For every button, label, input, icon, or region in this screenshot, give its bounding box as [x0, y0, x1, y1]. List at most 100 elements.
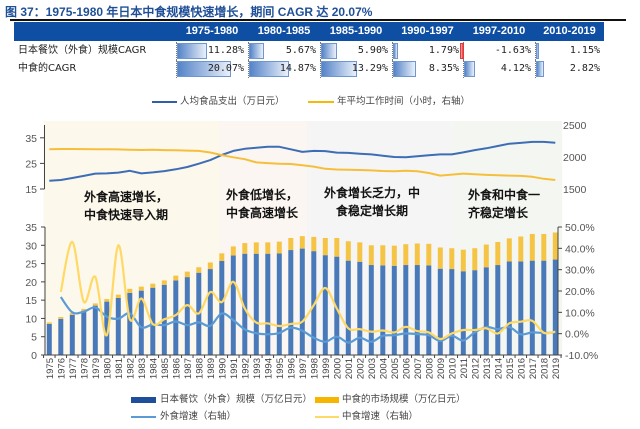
top-left-tick-label: 15: [25, 184, 37, 196]
legend-label-nakashoku-size: 中食的市场规模（万亿日元）: [342, 394, 466, 405]
x-tick-label: 1994: [263, 358, 274, 379]
table-cell: 5.67%: [248, 42, 320, 60]
bar-nakashoku-size-1980: [104, 299, 110, 302]
bar-nakashoku-size-2002: [357, 242, 363, 262]
phase-annotation-1: 外食高速增长， 中食快速导入期: [84, 188, 168, 224]
row-label: 日本餐饮（外食）规模CAGR: [18, 45, 147, 56]
x-tick-label: 1989: [206, 358, 217, 379]
bar-outside-food-size-2000: [334, 256, 340, 355]
bar-nakashoku-size-2013: [483, 244, 489, 268]
data-bar: [177, 43, 208, 59]
bar-outside-food-size-1979: [92, 305, 98, 355]
phase-annotation-2: 外食低增长， 中食高速增长: [226, 186, 298, 222]
bar-outside-food-size-2017: [529, 260, 535, 355]
bar-nakashoku-size-2000: [334, 237, 340, 257]
bar-outside-food-size-1984: [150, 287, 156, 355]
x-tick-label: 1975: [45, 358, 56, 379]
column-header: 2010-2019: [543, 25, 596, 37]
bar-outside-food-size-2012: [472, 270, 478, 355]
bar-outside-food-size-2018: [541, 260, 547, 355]
x-tick-label: 2008: [424, 358, 435, 379]
top-right-tick-label: 1500: [563, 184, 587, 196]
x-tick-label: 2002: [355, 358, 366, 379]
data-bar: [464, 61, 476, 77]
bar-nakashoku-size-1981: [115, 294, 121, 298]
table-cell: 13.29%: [320, 60, 392, 78]
bar-outside-food-size-2005: [391, 265, 397, 355]
bottom-right-tick-label: -10.0%: [565, 350, 598, 362]
bar-nakashoku-size-1995: [276, 241, 282, 254]
bar-outside-food-size-1981: [115, 297, 121, 355]
bar-outside-food-size-2015: [506, 261, 512, 355]
bar-outside-food-size-1992: [242, 253, 248, 355]
bar-outside-food-size-1986: [173, 280, 179, 355]
phase-annotation-line: 齐稳定增长: [468, 206, 529, 220]
legend-swatch-food-expenditure: [152, 101, 177, 103]
phase-annotation-4: 外食和中食一 齐稳定增长: [468, 186, 540, 222]
bar-nakashoku-size-2005: [391, 245, 397, 266]
phase-annotation-line: 外食低增长，: [226, 188, 299, 202]
x-tick-label: 1985: [160, 358, 171, 379]
x-tick-label: 1988: [194, 358, 205, 379]
x-tick-label: 1982: [125, 358, 136, 379]
x-tick-label: 1991: [229, 358, 240, 379]
food-expenditure-line: [49, 140, 556, 182]
bar-outside-food-size-1999: [322, 255, 328, 355]
legend-swatch-nakashoku-size: [315, 397, 339, 403]
bottom-right-tick-label: 30.0%: [565, 265, 595, 277]
table-cell: 2.82%: [535, 60, 604, 78]
column-header: 1975-1980: [185, 25, 239, 37]
phase-annotation-line: 外食和中食一: [468, 188, 541, 202]
bottom-left-tick-label: 30: [25, 240, 37, 252]
table-cell: 4.12%: [463, 60, 535, 78]
data-bar: [536, 61, 544, 77]
bottom-left-tick-label: 5: [31, 332, 37, 344]
bar-nakashoku-size-2009: [437, 247, 443, 269]
phase-annotation-line: 外食增长乏力，中: [323, 186, 420, 200]
table-cell: 11.28%: [176, 42, 248, 60]
bar-outside-food-size-2004: [380, 265, 386, 355]
negative-data-bar: [459, 43, 464, 59]
x-tick-label: 1978: [79, 358, 90, 379]
bar-outside-food-size-2008: [426, 265, 432, 355]
bar-outside-food-size-2009: [437, 268, 443, 355]
x-tick-label: 1993: [252, 358, 263, 379]
x-tick-label: 2000: [332, 358, 343, 379]
bar-outside-food-size-2001: [345, 260, 351, 355]
bar-nakashoku-size-2016: [518, 236, 524, 262]
data-bar: [321, 43, 337, 59]
phase-annotation-line: 中食高速增长: [226, 206, 299, 220]
x-tick-label: 1986: [171, 358, 182, 379]
bar-outside-food-size-2013: [483, 267, 489, 355]
cell-value: 20.07%: [207, 63, 244, 74]
x-tick-label: 2003: [367, 358, 378, 379]
x-tick-label: 2001: [344, 358, 355, 379]
bar-nakashoku-size-1989: [207, 262, 213, 270]
bar-outside-food-size-2016: [518, 261, 524, 355]
cell-value: 4.12%: [500, 63, 531, 74]
bar-outside-food-size-1994: [265, 253, 271, 355]
bar-nakashoku-size-1983: [138, 286, 144, 291]
x-tick-label: 2011: [459, 358, 470, 378]
x-tick-label: 1996: [286, 358, 297, 379]
table-cell: 20.07%: [176, 60, 248, 78]
data-bar: [393, 43, 398, 59]
cell-value: -1.63%: [494, 45, 531, 56]
x-tick-label: 2018: [539, 358, 550, 379]
bar-nakashoku-size-1984: [150, 283, 156, 288]
bar-outside-food-size-1980: [104, 301, 110, 355]
bar-nakashoku-size-1998: [311, 236, 317, 252]
bar-outside-food-size-2007: [414, 265, 420, 355]
table-cell: 1.79%: [392, 42, 463, 60]
bar-nakashoku-size-2017: [529, 233, 535, 261]
bottom-right-tick-label: 40.0%: [565, 243, 595, 255]
x-tick-label: 1987: [183, 358, 194, 379]
cell-value: 11.28%: [207, 45, 244, 56]
bar-nakashoku-size-2004: [380, 245, 386, 266]
x-tick-label: 2014: [493, 358, 504, 379]
bar-nakashoku-size-1985: [161, 280, 167, 285]
bar-nakashoku-size-1979: [92, 303, 98, 306]
bar-outside-food-size-1993: [253, 253, 259, 355]
bar-nakashoku-size-2010: [449, 248, 455, 270]
top-right-tick-label: 2000: [563, 152, 587, 164]
